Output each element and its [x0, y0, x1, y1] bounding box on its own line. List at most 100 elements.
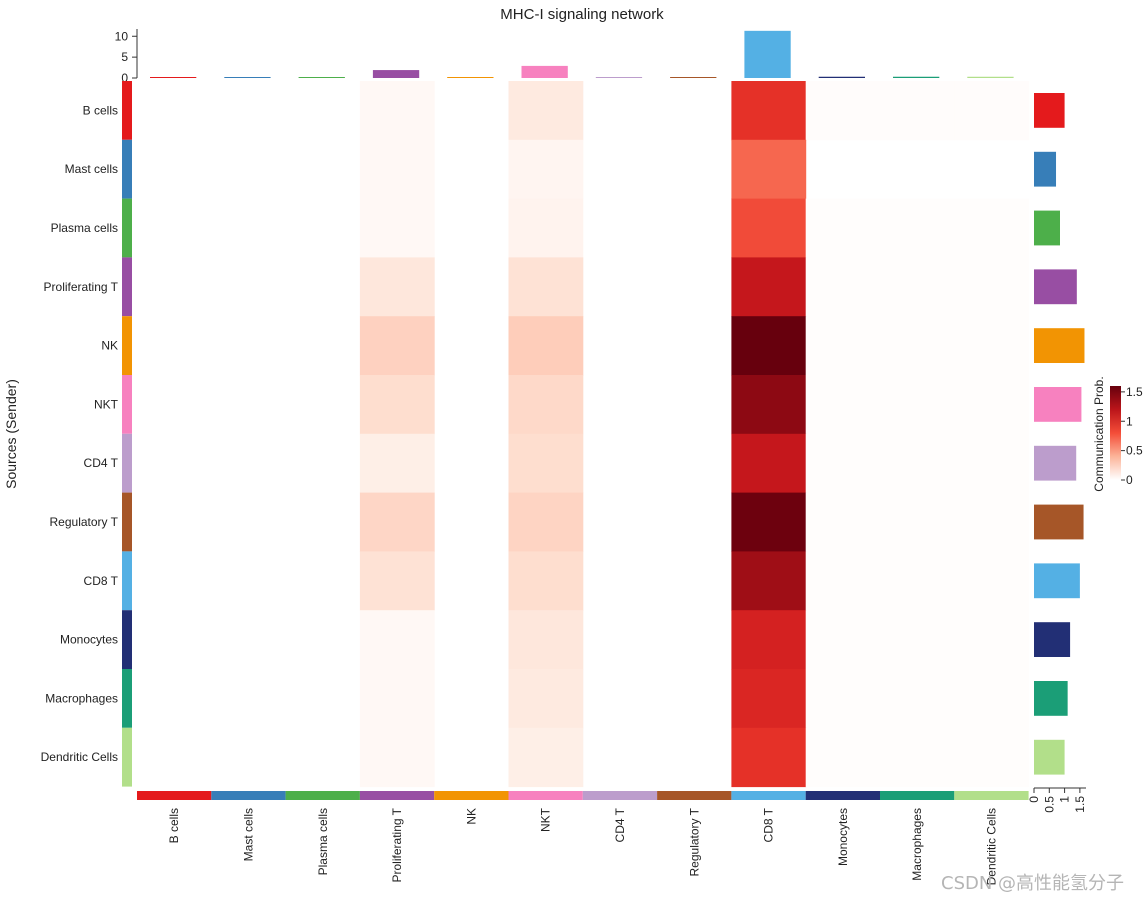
- heatmap-cell: [508, 433, 584, 494]
- heatmap-cell: [954, 551, 1030, 611]
- source-color-block: [122, 669, 132, 728]
- heatmap-cell: [508, 81, 584, 141]
- heatmap-cell: [731, 433, 807, 494]
- heatmap-cell: [805, 433, 881, 494]
- source-color-block: [122, 433, 132, 493]
- heatmap-cell: [805, 551, 881, 611]
- heatmap-cell: [954, 669, 1030, 729]
- top-bar: [893, 76, 940, 78]
- source-label: CD4 T: [84, 456, 119, 470]
- target-color-block: [359, 791, 435, 800]
- heatmap-cell: [359, 551, 435, 611]
- top-bar: [447, 77, 494, 78]
- target-color-annotation: [137, 791, 1029, 800]
- colorbar-title: Communication Prob.: [1092, 376, 1106, 491]
- target-color-block: [137, 791, 212, 800]
- colorbar-legend: Communication Prob. 0 0.5 1 1.5: [1092, 376, 1143, 491]
- heatmap-cell: [805, 492, 881, 552]
- heatmap-cell: [954, 492, 1030, 552]
- source-label: CD8 T: [84, 574, 119, 588]
- heatmap-cell: [508, 551, 584, 611]
- right-bar: [1034, 387, 1082, 422]
- top-bar-tick-label: 10: [115, 29, 129, 43]
- heatmap: [359, 81, 1030, 788]
- target-label: B cells: [167, 808, 181, 843]
- heatmap-cell: [954, 316, 1030, 376]
- heatmap-cell: [731, 257, 807, 317]
- heatmap-cell: [880, 669, 955, 729]
- top-bar: [150, 77, 197, 78]
- heatmap-cell: [508, 727, 584, 788]
- top-bar: [967, 76, 1014, 78]
- right-bar: [1034, 563, 1080, 599]
- colorbar-tick-label: 0: [1126, 473, 1133, 487]
- target-color-block: [805, 791, 880, 800]
- right-bar: [1034, 210, 1060, 246]
- top-bar-tick-label: 0: [121, 71, 128, 85]
- source-color-block: [122, 139, 132, 199]
- source-color-block: [122, 610, 132, 669]
- heatmap-cell: [731, 669, 807, 729]
- heatmap-cell: [731, 610, 807, 670]
- heatmap-cell: [359, 727, 435, 788]
- heatmap-cell: [731, 139, 807, 200]
- heatmap-cell: [508, 257, 584, 317]
- heatmap-cell: [359, 433, 435, 494]
- right-bar: [1034, 622, 1071, 657]
- source-color-block: [122, 198, 132, 258]
- target-label: Mast cells: [241, 808, 255, 861]
- heatmap-cell: [731, 551, 807, 611]
- heatmap-cell: [880, 551, 955, 611]
- right-bar-plot: 0 0.5 1 1.5: [1027, 93, 1087, 813]
- heatmap-cell: [880, 81, 955, 141]
- heatmap-cell: [954, 433, 1030, 494]
- heatmap-cell: [731, 316, 807, 376]
- top-bar: [818, 76, 865, 78]
- source-label: B cells: [83, 103, 118, 117]
- heatmap-cell: [805, 375, 881, 435]
- heatmap-cell: [731, 81, 807, 141]
- heatmap-cell: [359, 669, 435, 729]
- target-color-block: [880, 791, 955, 800]
- chart-title: MHC-I signaling network: [500, 6, 664, 23]
- top-bar: [224, 77, 271, 78]
- heatmap-cell: [359, 139, 435, 200]
- heatmap-cell: [880, 433, 955, 494]
- target-color-block: [582, 791, 658, 800]
- heatmap-cell: [880, 492, 955, 552]
- heatmap-cell: [880, 610, 955, 670]
- source-color-block: [122, 492, 132, 552]
- source-color-annotation: [122, 81, 132, 787]
- heatmap-cell: [359, 375, 435, 435]
- heatmap-cell: [954, 375, 1030, 435]
- target-label: NKT: [539, 807, 553, 832]
- source-color-block: [122, 316, 132, 375]
- target-label: Regulatory T: [687, 807, 701, 876]
- right-bar-tick-label: 0.5: [1042, 796, 1056, 813]
- heatmap-cell: [805, 669, 881, 729]
- target-label: NK: [464, 808, 478, 825]
- heatmap-cell: [359, 257, 435, 317]
- target-color-block: [731, 791, 806, 800]
- heatmap-cell: [508, 669, 584, 729]
- source-label: NK: [101, 339, 118, 353]
- target-color-block: [657, 791, 732, 800]
- top-bar: [595, 77, 643, 78]
- target-label: Plasma cells: [316, 808, 330, 875]
- right-bar: [1034, 445, 1077, 481]
- heatmap-cell: [731, 492, 807, 552]
- right-bar: [1034, 504, 1084, 540]
- source-color-block: [122, 551, 132, 611]
- top-bar-plot: 0 5 10: [115, 29, 1014, 85]
- top-bar: [298, 77, 345, 78]
- target-color-block: [434, 791, 509, 800]
- right-bar-tick-label: 1: [1058, 796, 1072, 803]
- right-bar-tick-label: 1.5: [1073, 796, 1087, 813]
- heatmap-cell: [359, 316, 435, 376]
- top-bar: [521, 65, 568, 78]
- right-bar: [1034, 739, 1065, 775]
- top-bar: [670, 77, 717, 78]
- colorbar-gradient: [1110, 386, 1121, 480]
- source-label: Plasma cells: [51, 221, 118, 235]
- heatmap-cell: [954, 727, 1030, 788]
